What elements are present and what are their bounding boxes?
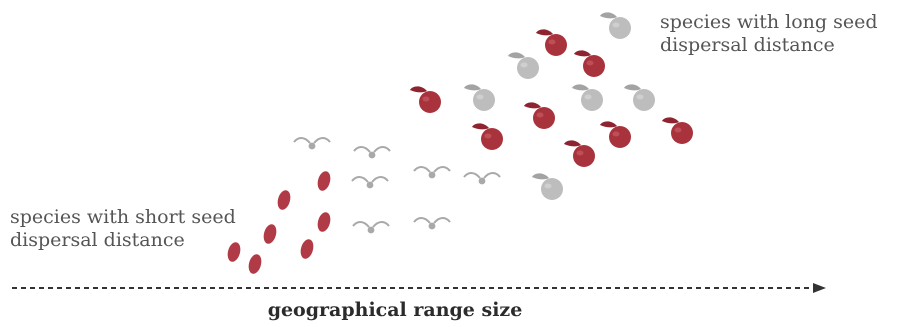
oval-seed-icon — [246, 252, 264, 276]
fleshy-fruit-icon — [624, 84, 655, 111]
fleshy-fruit-icon — [600, 121, 631, 148]
long-dispersal-label-line-2: dispersal distance — [660, 34, 835, 56]
winged-seed-icon — [353, 146, 391, 160]
winged-seed-icon — [293, 137, 331, 151]
long-dispersal-fruits — [410, 12, 693, 200]
winged-seed-icon — [413, 217, 451, 231]
long-dispersal-label: species with long seed dispersal distanc… — [660, 11, 878, 57]
fleshy-fruit-icon — [472, 123, 503, 150]
axis-label: geographical range size — [267, 299, 523, 321]
short-dispersal-seeds — [225, 169, 333, 276]
oval-seed-icon — [261, 222, 279, 246]
short-dispersal-label-line-2: dispersal distance — [10, 229, 185, 251]
fleshy-fruit-icon — [574, 50, 605, 77]
fleshy-fruit-icon — [564, 140, 595, 167]
range-size-axis-arrow — [12, 283, 826, 293]
fleshy-fruit-icon — [524, 102, 555, 129]
fleshy-fruit-icon — [410, 86, 441, 113]
long-dispersal-label-line-1: species with long seed — [660, 11, 878, 33]
fleshy-fruit-icon — [464, 84, 495, 111]
fleshy-fruit-icon — [532, 173, 563, 200]
short-dispersal-label-line-1: species with short seed — [10, 206, 236, 228]
oval-seed-icon — [275, 188, 293, 212]
winged-seed-icon — [463, 172, 501, 186]
winged-seed-icon — [413, 166, 451, 180]
fleshy-fruit-icon — [536, 29, 567, 56]
fleshy-fruit-icon — [662, 117, 693, 144]
oval-seed-icon — [298, 237, 316, 261]
oval-seed-icon — [315, 169, 333, 193]
winged-seed-icon — [352, 221, 390, 235]
short-dispersal-label: species with short seed dispersal distan… — [10, 206, 236, 252]
winged-seed-icon — [351, 176, 389, 190]
oval-seed-icon — [315, 210, 333, 234]
fleshy-fruit-icon — [572, 84, 603, 111]
fleshy-fruit-icon — [508, 52, 539, 79]
fleshy-fruit-icon — [600, 12, 631, 39]
